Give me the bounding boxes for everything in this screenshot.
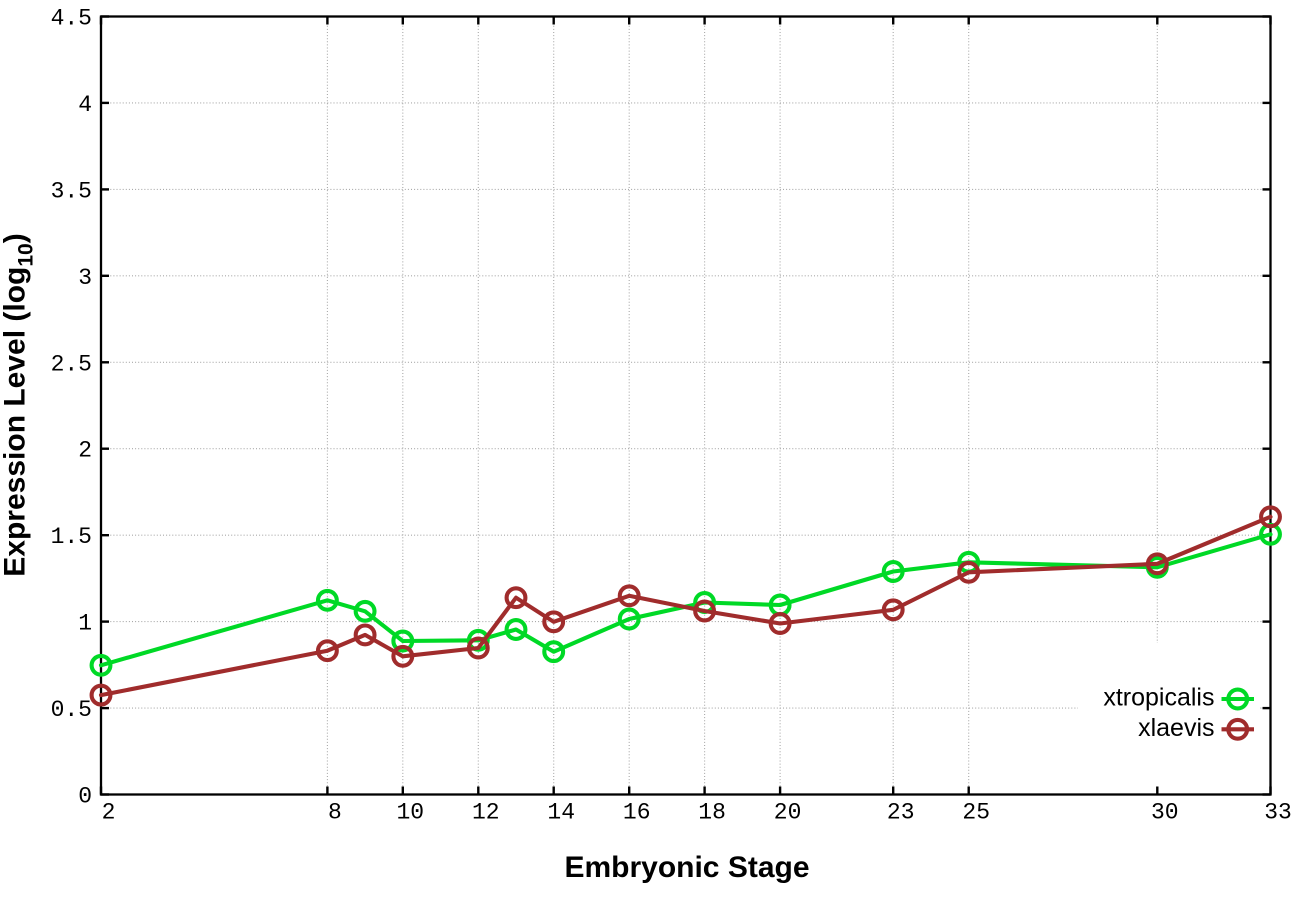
svg-text:30: 30 — [1151, 800, 1179, 826]
svg-text:xlaevis: xlaevis — [1138, 714, 1214, 742]
svg-text:23: 23 — [887, 800, 915, 826]
svg-text:Embryonic Stage: Embryonic Stage — [564, 851, 809, 884]
svg-text:8: 8 — [328, 800, 342, 826]
svg-text:33: 33 — [1264, 800, 1292, 826]
svg-text:20: 20 — [774, 800, 802, 826]
svg-text:3.5: 3.5 — [51, 178, 92, 204]
svg-text:4: 4 — [78, 92, 92, 118]
svg-text:12: 12 — [472, 800, 500, 826]
svg-text:2.5: 2.5 — [51, 351, 92, 377]
svg-text:18: 18 — [698, 800, 726, 826]
svg-text:2: 2 — [78, 438, 92, 464]
svg-text:10: 10 — [396, 800, 424, 826]
svg-text:16: 16 — [623, 800, 651, 826]
svg-text:1: 1 — [78, 611, 92, 637]
svg-text:14: 14 — [547, 800, 575, 826]
svg-text:2: 2 — [102, 800, 116, 826]
svg-text:Expression Level (log10): Expression Level (log10) — [0, 233, 37, 576]
svg-text:xtropicalis: xtropicalis — [1103, 684, 1214, 712]
svg-text:1.5: 1.5 — [51, 524, 92, 550]
svg-text:25: 25 — [962, 800, 990, 826]
svg-text:4.5: 4.5 — [51, 6, 92, 32]
svg-text:0: 0 — [78, 784, 92, 810]
svg-text:0.5: 0.5 — [51, 697, 92, 723]
svg-text:3: 3 — [78, 265, 92, 291]
